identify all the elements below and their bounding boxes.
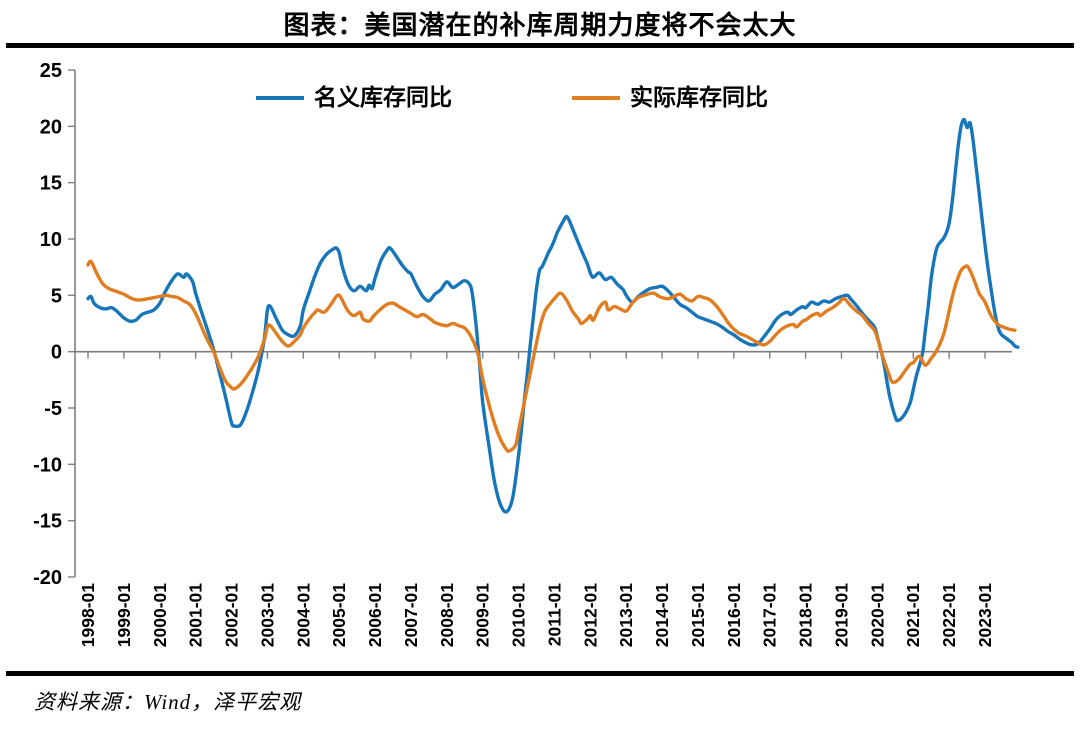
x-axis-label: 2011-01: [544, 583, 564, 647]
legend-item-real: 实际库存同比: [572, 84, 768, 112]
y-axis-label: 20: [40, 116, 62, 138]
x-axis-label: 2003-01: [257, 583, 277, 647]
x-axis-label: 2005-01: [329, 583, 349, 647]
x-axis-label: 2023-01: [975, 583, 995, 647]
x-axis-label: 2000-01: [150, 583, 170, 647]
source-note: 资料来源：Wind，泽平宏观: [34, 690, 302, 714]
x-axis-label: 2014-01: [652, 583, 672, 647]
bottom-divider: [6, 671, 1074, 676]
x-axis-label: 2001-01: [186, 583, 206, 647]
real-inventory-line: [86, 259, 1017, 453]
x-axis-label: 2015-01: [688, 583, 708, 647]
x-axis-label: 2020-01: [867, 583, 887, 647]
x-axis-label: 2018-01: [796, 583, 816, 647]
x-axis-label: 2007-01: [401, 583, 421, 647]
y-axis-label: -5: [44, 398, 62, 420]
x-axis-label: 2006-01: [365, 583, 385, 647]
y-axis-label: -20: [33, 567, 62, 589]
top-divider: [6, 43, 1074, 48]
x-axis-label: 2009-01: [473, 583, 493, 647]
x-axis-label: 1998-01: [78, 583, 98, 647]
x-axis-label: 2012-01: [580, 583, 600, 647]
y-axis-label: 5: [51, 285, 62, 307]
y-axis-label: 15: [40, 173, 62, 195]
x-axis-label: 2010-01: [509, 583, 529, 647]
legend-label-real: 实际库存同比: [630, 85, 768, 110]
y-axis-label: 0: [51, 342, 62, 364]
nominal-line-swatch: [256, 96, 304, 100]
legend: 名义库存同比 实际库存同比: [0, 84, 1080, 114]
x-axis-label: 2002-01: [222, 583, 242, 647]
y-axis-label: 25: [40, 60, 62, 82]
x-axis-label: 2022-01: [939, 583, 959, 647]
nominal-inventory-line: [86, 117, 1020, 514]
x-axis-label: 1999-01: [114, 583, 134, 647]
legend-item-nominal: 名义库存同比: [256, 84, 452, 112]
y-axis-label: -15: [33, 511, 62, 533]
x-axis-label: 2021-01: [903, 583, 923, 647]
x-axis-label: 2019-01: [831, 583, 851, 647]
x-axis-label: 2008-01: [437, 583, 457, 647]
real-line-swatch: [572, 96, 620, 100]
x-axis-label: 2004-01: [293, 583, 313, 647]
x-axis-label: 2017-01: [760, 583, 780, 647]
y-axis-label: -10: [33, 454, 62, 476]
legend-label-nominal: 名义库存同比: [314, 85, 452, 110]
x-axis-label: 2013-01: [616, 583, 636, 647]
y-axis-label: 10: [40, 229, 62, 251]
x-axis-label: 2016-01: [724, 583, 744, 647]
chart-title: 图表：美国潜在的补库周期力度将不会太大: [283, 11, 797, 40]
